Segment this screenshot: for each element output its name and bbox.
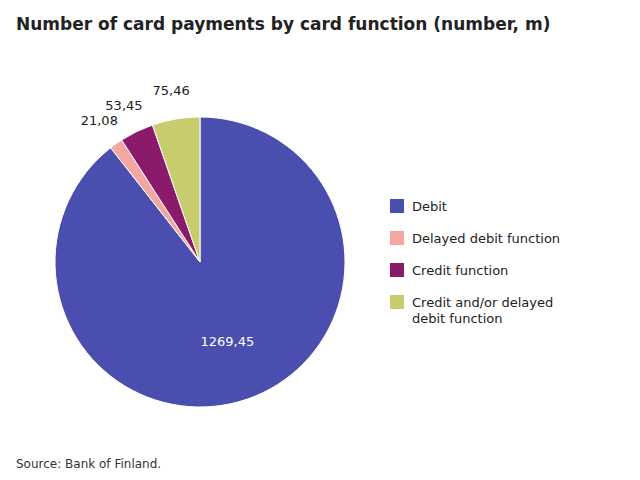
annotation: Source: Bank of Finland. — [16, 457, 161, 471]
legend-entry: Credit and/or delayeddebit function — [412, 295, 553, 326]
chart: Number of card payments by card function… — [0, 0, 640, 480]
data-label: 53,45 — [105, 98, 142, 113]
legend-swatch — [390, 199, 404, 213]
legend-entry: Delayed debit function — [412, 231, 560, 246]
slice — [152, 117, 200, 262]
data-label: 1269,45 — [201, 334, 255, 349]
legend: Debit Delayed debit function Credit functi… — [390, 199, 560, 326]
data-labels: 1269,45 21,0853,45 75,46 — [81, 83, 255, 349]
legend-swatch — [390, 231, 404, 245]
legend-swatch — [390, 263, 404, 277]
pie — [55, 117, 345, 407]
slice — [55, 117, 345, 407]
data-label: 21,08 — [81, 113, 118, 128]
legend-swatch — [390, 295, 404, 309]
title: Number of card payments by card function… — [16, 14, 550, 34]
legend-entry: Credit function — [412, 263, 508, 278]
legend-entry: Debit — [412, 199, 447, 214]
data-label: 75,46 — [152, 83, 189, 98]
